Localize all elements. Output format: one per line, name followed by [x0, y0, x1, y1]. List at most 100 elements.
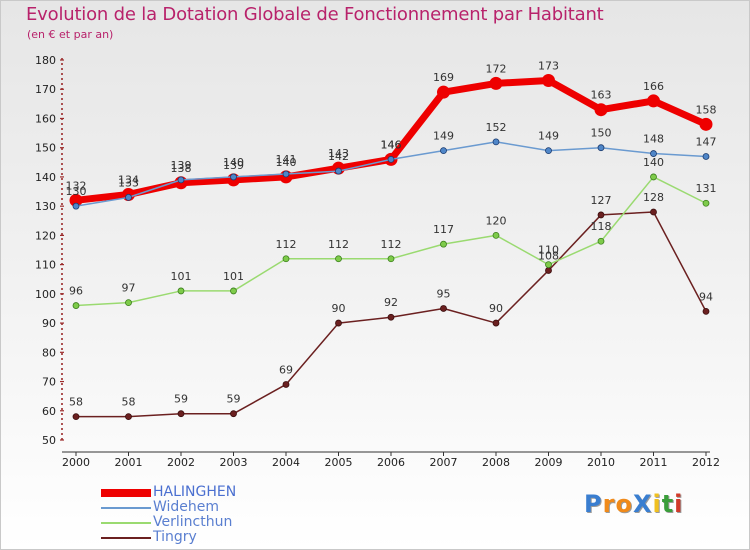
chart-subtitle: (en € et par an) [27, 28, 114, 41]
data-label: 131 [696, 182, 717, 195]
data-point [440, 240, 447, 248]
data-point [335, 167, 342, 175]
data-point [597, 144, 605, 152]
data-label: 96 [69, 285, 83, 298]
data-label: 146 [381, 138, 402, 151]
y-tick-label: 70 [42, 376, 56, 389]
data-label: 169 [433, 71, 454, 84]
data-point [69, 193, 83, 207]
proxiti-logo: ProXiti [584, 490, 683, 518]
data-point [282, 170, 290, 178]
legend-label: Tingry [153, 529, 197, 545]
data-label: 58 [122, 396, 136, 409]
data-label: 138 [171, 162, 192, 175]
data-label: 150 [591, 127, 612, 140]
data-point [72, 302, 80, 309]
data-point [125, 193, 132, 201]
y-tick-label: 80 [42, 346, 56, 359]
legend-item: Widehem [101, 499, 341, 516]
data-label: 110 [538, 244, 559, 257]
data-point [440, 305, 447, 312]
legend-swatch [101, 507, 151, 509]
logo-letter: t [661, 490, 675, 518]
data-label: 140 [223, 156, 244, 169]
data-label: 59 [227, 393, 241, 406]
data-point [230, 287, 237, 295]
legend-item: HALINGHEN [101, 484, 341, 501]
data-point [545, 147, 552, 155]
logo-letter: i [674, 490, 684, 518]
data-point [647, 94, 660, 108]
data-label: 140 [643, 156, 664, 169]
y-tick-label: 180 [35, 54, 56, 67]
data-label: 127 [591, 194, 612, 207]
y-tick-label: 130 [35, 200, 56, 213]
data-label: 149 [433, 130, 454, 143]
legend-swatch [101, 522, 151, 524]
x-tick-label: 2001 [115, 456, 143, 469]
data-point [72, 413, 80, 421]
data-point [702, 199, 710, 207]
data-label: 90 [489, 302, 503, 315]
legend-item: Verlincthun [101, 514, 341, 531]
data-label: 112 [328, 238, 349, 251]
data-point [492, 231, 500, 239]
legend-swatch [101, 489, 151, 497]
x-tick-label: 2002 [167, 456, 195, 469]
x-tick-label: 2007 [430, 456, 458, 469]
y-tick-label: 110 [35, 259, 56, 272]
data-point [542, 73, 555, 87]
data-point [177, 287, 185, 295]
x-tick-label: 2000 [62, 456, 90, 469]
chart-legend: HALINGHEN Widehem Verlincthun Tingry [101, 484, 341, 546]
data-label: 163 [591, 89, 612, 102]
data-label: 172 [486, 62, 507, 75]
data-label: 101 [223, 270, 244, 283]
y-tick-label: 160 [35, 112, 56, 125]
data-point [282, 381, 290, 388]
data-point [230, 410, 237, 418]
data-point [702, 307, 710, 315]
chart-title: Evolution de la Dotation Globale de Fonc… [26, 4, 604, 25]
legend-label: HALINGHEN [153, 484, 237, 500]
data-label: 134 [118, 173, 139, 186]
logo-letter: o [615, 490, 633, 518]
data-label: 112 [381, 238, 402, 251]
data-label: 149 [538, 130, 559, 143]
y-tick-label: 120 [35, 229, 56, 242]
data-label: 143 [328, 147, 349, 160]
logo-letter: r [602, 490, 616, 518]
data-point [650, 173, 657, 181]
data-label: 139 [171, 159, 192, 172]
data-point [597, 211, 605, 219]
y-tick-label: 100 [35, 288, 56, 301]
data-label: 59 [174, 393, 188, 406]
data-point [177, 410, 185, 418]
y-tick-label: 140 [35, 171, 56, 184]
data-point [492, 138, 500, 146]
logo-letter: i [652, 490, 662, 518]
legend-label: Verlincthun [153, 514, 233, 530]
data-point [335, 319, 342, 327]
data-label: 146 [381, 138, 402, 151]
data-label: 97 [122, 282, 136, 295]
data-label: 118 [591, 220, 612, 233]
data-label: 58 [69, 396, 83, 409]
data-label: 112 [276, 238, 297, 251]
data-point [72, 202, 80, 210]
data-label: 158 [696, 103, 717, 116]
data-point [387, 313, 395, 321]
data-point [650, 208, 657, 216]
data-label: 90 [332, 302, 346, 315]
data-label: 142 [328, 150, 349, 163]
x-tick-label: 2003 [220, 456, 248, 469]
data-point [489, 76, 503, 90]
data-label: 117 [433, 223, 454, 236]
legend-item: Tingry [101, 529, 341, 546]
data-point [699, 117, 713, 131]
y-tick-label: 90 [42, 317, 56, 330]
data-label: 120 [486, 214, 507, 227]
data-label: 166 [643, 80, 664, 93]
data-point [702, 153, 710, 160]
